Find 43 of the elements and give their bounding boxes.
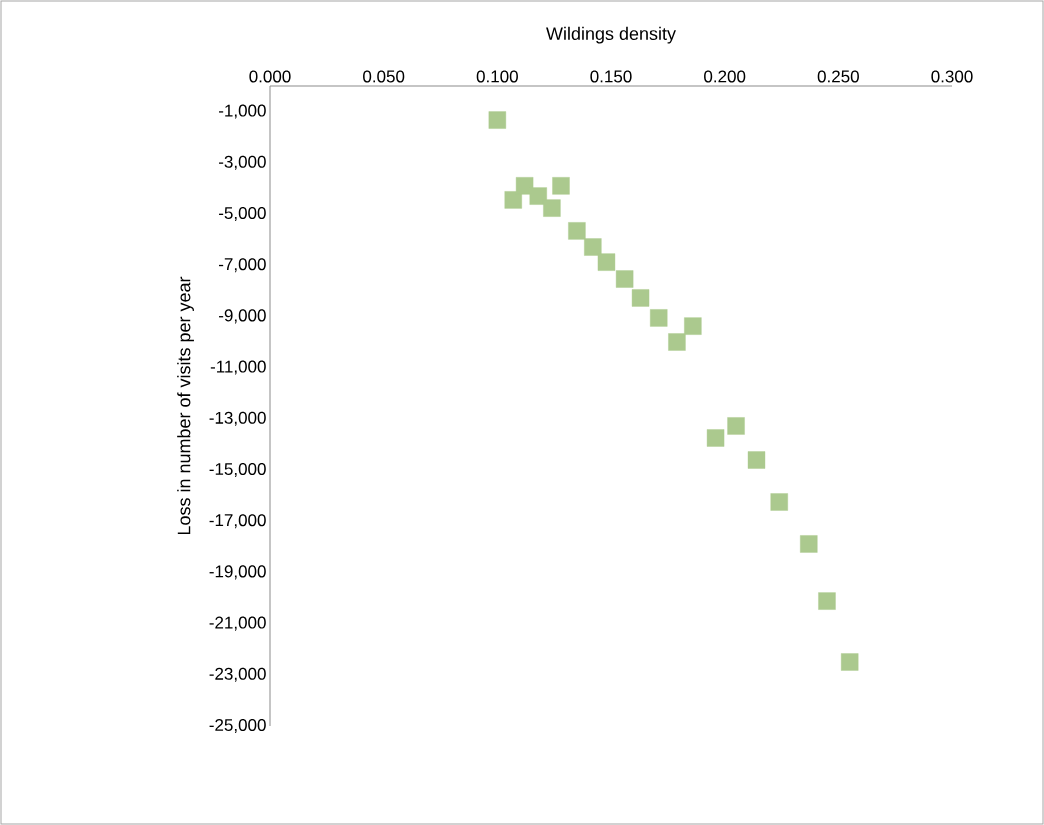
y-tick-label: -15,000	[209, 462, 266, 478]
y-tick-label: -13,000	[209, 411, 266, 426]
point	[543, 199, 561, 217]
y-tick-label: -11,000	[210, 360, 266, 375]
y-axis-title: Loss in number of visits per year	[177, 276, 194, 535]
y-tick-label: -3,000	[219, 155, 266, 170]
x-axis-title: Wildings density	[546, 26, 676, 44]
y-tick-label: -9,000	[219, 309, 266, 324]
point	[615, 270, 634, 288]
x-tick-label: 0.150	[590, 70, 632, 83]
x-tick-label: 0.250	[817, 70, 859, 83]
point	[568, 222, 586, 240]
point	[515, 177, 534, 195]
y-tick-label: -19,000	[209, 565, 266, 580]
y-tick-label: -23,000	[209, 667, 266, 682]
point	[597, 253, 616, 271]
point	[650, 309, 668, 327]
point	[504, 191, 522, 209]
point	[706, 429, 725, 447]
x-tick-label: 0.300	[931, 70, 973, 83]
y-tick-label: -17,000	[209, 514, 266, 529]
x-tick-label: 0.050	[363, 70, 405, 83]
point	[631, 289, 650, 307]
x-tick-label: 0.100	[476, 70, 518, 83]
y-tick-label: -21,000	[209, 616, 266, 631]
y-tick-label: -1,000	[219, 104, 266, 119]
y-tick-label: -7,000	[219, 258, 266, 273]
point	[668, 333, 686, 351]
point	[584, 238, 602, 256]
point	[684, 317, 702, 335]
point	[770, 493, 788, 511]
x-tick-label: 0.000	[249, 70, 291, 83]
point	[841, 653, 859, 671]
point	[552, 177, 570, 195]
point	[800, 535, 818, 553]
point	[747, 451, 766, 469]
point	[488, 111, 507, 129]
y-tick-label: -5,000	[219, 206, 266, 222]
point	[727, 417, 745, 435]
x-tick-label: 0.200	[704, 70, 746, 83]
y-tick-label: -25,000	[209, 718, 266, 734]
point	[529, 187, 547, 205]
point	[818, 592, 836, 610]
